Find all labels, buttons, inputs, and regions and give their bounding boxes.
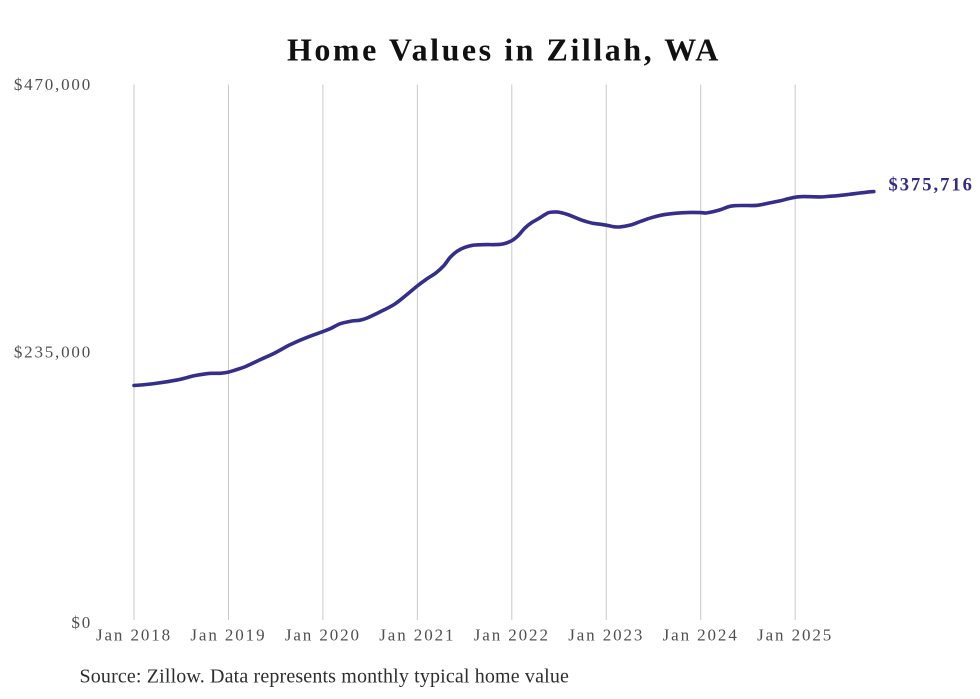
svg-text:Jan 2020: Jan 2020 (285, 626, 361, 645)
svg-text:Jan 2024: Jan 2024 (663, 626, 739, 645)
svg-text:Jan 2019: Jan 2019 (190, 626, 266, 645)
svg-text:Jan 2022: Jan 2022 (474, 626, 550, 645)
svg-text:Jan 2023: Jan 2023 (568, 626, 644, 645)
svg-text:$235,000: $235,000 (14, 343, 92, 362)
svg-text:Source: Zillow. Data represent: Source: Zillow. Data represents monthly … (80, 666, 570, 688)
svg-text:$470,000: $470,000 (14, 75, 92, 94)
svg-text:Jan 2021: Jan 2021 (379, 626, 455, 645)
svg-text:Home Values in Zillah, WA: Home Values in Zillah, WA (287, 32, 721, 68)
svg-text:Jan 2018: Jan 2018 (96, 626, 172, 645)
svg-text:Jan 2025: Jan 2025 (757, 626, 833, 645)
svg-text:$0: $0 (71, 613, 92, 632)
svg-text:$375,716: $375,716 (889, 176, 974, 196)
